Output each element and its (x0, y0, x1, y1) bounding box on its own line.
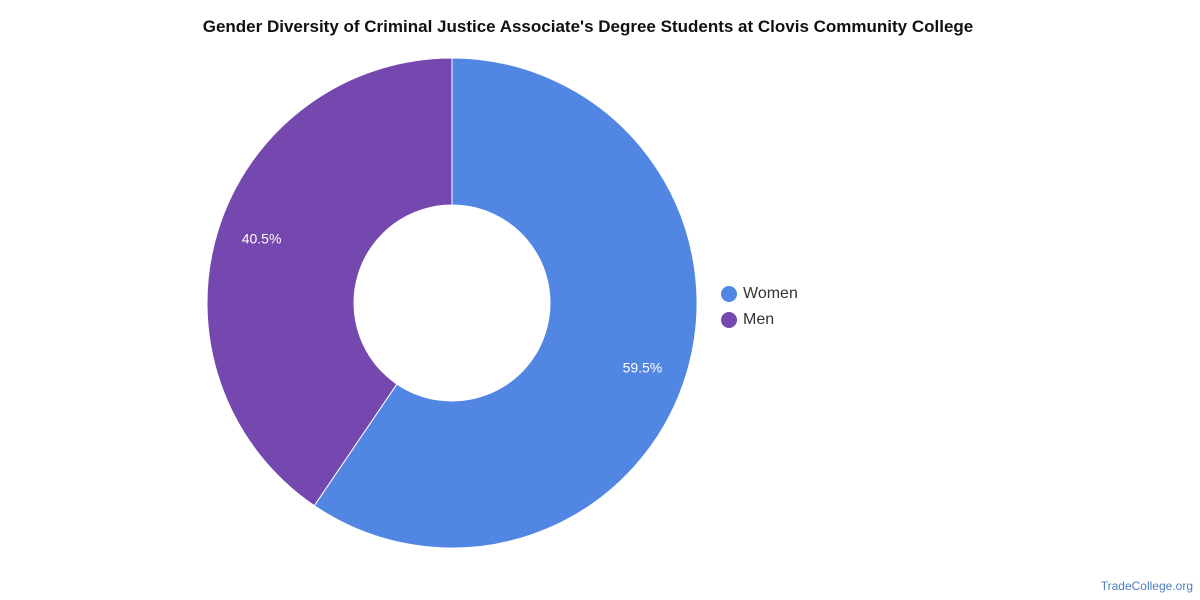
slice-women[interactable] (313, 57, 698, 549)
slice-men[interactable] (206, 57, 453, 507)
source-credit[interactable]: TradeCollege.org (1100, 579, 1193, 593)
legend-swatch-men (721, 312, 737, 328)
slice-label-men: 40.5% (242, 230, 282, 246)
slice-label-women: 59.5% (623, 360, 663, 376)
chart-title: Gender Diversity of Criminal Justice Ass… (202, 17, 974, 36)
chart-legend: Women Men (721, 281, 798, 333)
legend-label-men: Men (743, 311, 775, 328)
legend-item-women[interactable]: Women (721, 281, 798, 307)
legend-label-women: Women (743, 285, 798, 302)
legend-swatch-women (721, 286, 737, 302)
legend-item-men[interactable]: Men (721, 307, 798, 333)
